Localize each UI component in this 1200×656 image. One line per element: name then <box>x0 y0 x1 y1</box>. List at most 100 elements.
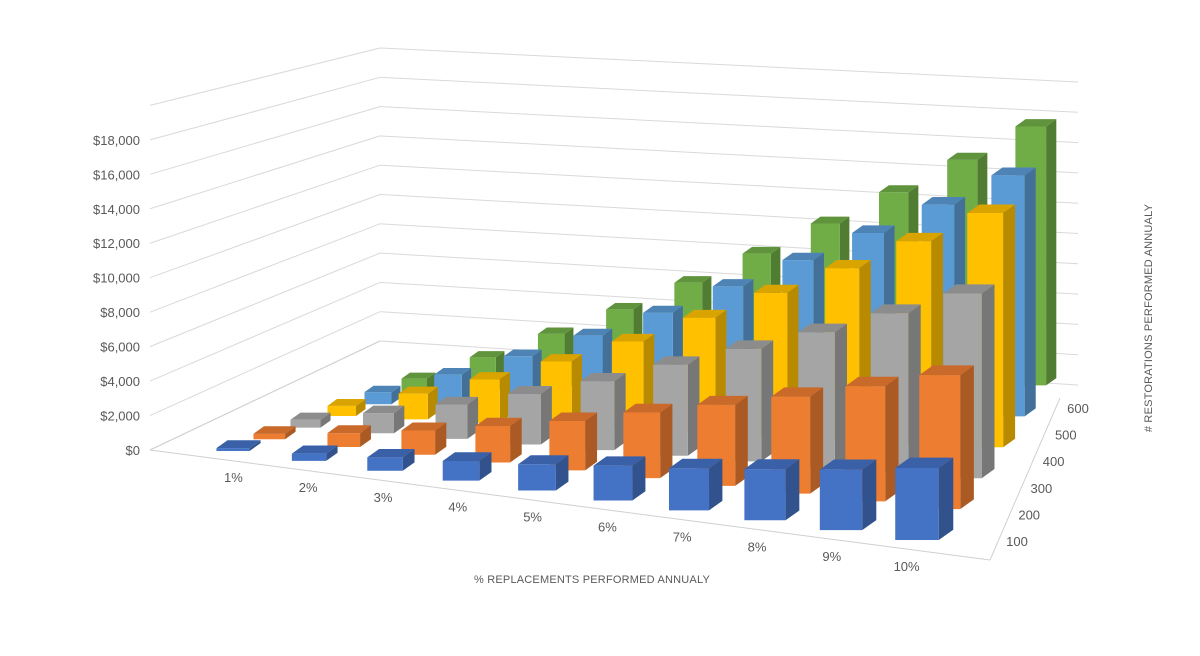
bar <box>216 440 261 451</box>
bar-side-face <box>660 403 673 479</box>
bar-top-face <box>327 399 366 406</box>
bar <box>291 445 338 461</box>
bar-top-face <box>725 340 774 349</box>
bar-side-face <box>499 372 510 423</box>
bar-side-face <box>614 373 626 451</box>
gridline-side <box>149 47 381 106</box>
bar <box>819 459 877 531</box>
bar <box>668 458 723 511</box>
z-tick-label: 600 <box>1067 401 1089 416</box>
gridline-side <box>149 194 381 279</box>
bar-top-face <box>643 305 683 313</box>
y-tick-label: $2,000 <box>100 409 140 424</box>
gridline-side <box>149 76 381 141</box>
bar-top-face <box>744 459 800 470</box>
floor-left-edge <box>149 340 381 451</box>
bar-front-face <box>442 460 480 481</box>
gridline-side <box>149 223 381 313</box>
bar-top-face <box>697 395 748 405</box>
bar-top-face <box>606 302 643 310</box>
bar-front-face <box>327 433 361 448</box>
bar-top-face <box>327 425 371 434</box>
bar-top-face <box>712 279 754 287</box>
bar-top-face <box>1015 119 1057 127</box>
bar-top-face <box>653 356 700 365</box>
x-tick-label: 7% <box>673 529 692 544</box>
bar <box>253 426 296 440</box>
y-tick-label: $0 <box>126 443 140 458</box>
bar-top-face <box>593 456 646 466</box>
bar-front-face <box>401 430 436 455</box>
bar-top-face <box>475 417 522 427</box>
bar-front-face <box>291 453 327 461</box>
bar-top-face <box>290 412 331 420</box>
bar-side-face <box>356 399 366 416</box>
bar-side-face <box>1003 204 1016 448</box>
z-tick-label: 300 <box>1031 481 1053 496</box>
bar-top-face <box>363 405 405 414</box>
bar-top-face <box>401 422 447 431</box>
bar-top-face <box>253 426 296 434</box>
bar-side-face <box>687 356 700 456</box>
bar-side-face <box>785 459 800 521</box>
bar-top-face <box>537 327 574 334</box>
bar-side-face <box>908 304 921 473</box>
bar <box>364 385 401 405</box>
gridline-side <box>149 252 381 348</box>
bar-top-face <box>435 396 479 405</box>
bar-side-face <box>1024 167 1036 417</box>
bar <box>290 412 331 428</box>
bar-side-face <box>510 417 522 463</box>
bar <box>744 459 800 521</box>
bar-top-face <box>878 185 919 193</box>
bar-side-face <box>461 368 472 406</box>
bar-top-face <box>921 196 966 205</box>
z-tick-label: 400 <box>1043 454 1065 469</box>
bar-side-face <box>326 445 338 461</box>
bar-top-face <box>508 386 552 394</box>
bar-side-face <box>1046 119 1057 386</box>
bar-top-face <box>469 351 505 358</box>
bar-side-face <box>960 365 974 510</box>
bar-top-face <box>967 204 1016 214</box>
bar-front-face <box>364 392 392 405</box>
x-axis-title: % REPLACEMENTS PERFORMED ANNUALY <box>474 574 710 586</box>
z-tick-label: 500 <box>1055 428 1077 443</box>
bar-top-face <box>549 412 598 422</box>
x-tick-label: 9% <box>822 549 841 564</box>
bar-top-face <box>943 284 995 294</box>
bar-top-face <box>469 372 510 380</box>
bar-side-face <box>479 452 492 481</box>
bar-top-face <box>852 225 895 233</box>
bar <box>327 425 371 448</box>
bar-top-face <box>674 276 712 283</box>
bar-side-face <box>761 340 774 462</box>
x-tick-label: 1% <box>224 470 243 485</box>
bar-top-face <box>991 167 1036 176</box>
x-tick-label: 3% <box>374 490 393 505</box>
bar-top-face <box>845 376 899 387</box>
bar-front-face <box>668 468 710 511</box>
gridline-side <box>149 311 381 416</box>
bar-front-face <box>253 433 286 440</box>
gridline-side <box>149 281 381 382</box>
gridline-back <box>379 76 1079 113</box>
bar-side-face <box>320 412 331 428</box>
bar-top-face <box>573 328 613 336</box>
y-tick-label: $12,000 <box>93 236 140 251</box>
bar-front-face <box>744 469 786 521</box>
bar-top-face <box>947 152 988 160</box>
bar <box>518 455 569 491</box>
bar-top-face <box>810 216 850 224</box>
bar-side-face <box>585 412 598 471</box>
bar-side-face <box>834 323 847 467</box>
bar-side-face <box>360 425 371 448</box>
bar-top-face <box>870 304 921 314</box>
bar-top-face <box>896 232 943 242</box>
bar-side-face <box>862 459 877 531</box>
y-tick-label: $8,000 <box>100 305 140 320</box>
x-tick-label: 4% <box>448 500 467 515</box>
bar-top-face <box>782 252 824 261</box>
bar-top-face <box>503 349 542 357</box>
